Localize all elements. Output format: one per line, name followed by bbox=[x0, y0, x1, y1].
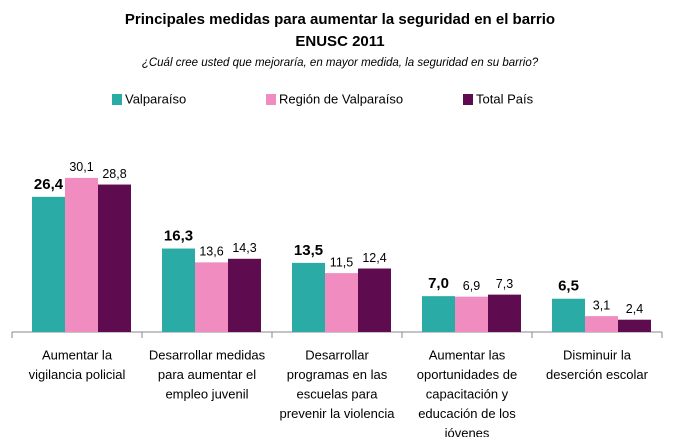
bar bbox=[358, 268, 391, 332]
bar bbox=[32, 196, 65, 332]
legend-swatch bbox=[266, 94, 276, 105]
chart-subtitle: ¿Cuál cree usted que mejoraría, en mayor… bbox=[142, 57, 539, 69]
legend-swatch bbox=[112, 94, 122, 105]
value-label: 14,3 bbox=[232, 241, 256, 255]
legend-label: Región de Valparaíso bbox=[279, 91, 403, 106]
value-label: 13,5 bbox=[294, 242, 323, 259]
bar bbox=[228, 258, 261, 332]
chart-title: Principales medidas para aumentar la seg… bbox=[125, 11, 555, 28]
bar bbox=[98, 184, 131, 332]
legend-swatch bbox=[463, 94, 473, 105]
value-label: 16,3 bbox=[164, 228, 193, 245]
legend-label: Valparaíso bbox=[125, 91, 186, 106]
bar bbox=[422, 296, 455, 332]
x-tick-label: empleo juvenil bbox=[165, 386, 248, 401]
bar bbox=[325, 273, 358, 332]
x-tick-label: prevenir la violencia bbox=[280, 406, 396, 421]
x-tick-label: Disminuir la bbox=[563, 347, 632, 362]
value-label: 7,3 bbox=[496, 277, 513, 291]
value-label: 7,0 bbox=[428, 275, 449, 292]
x-tick-label: deserción escolar bbox=[546, 367, 649, 382]
legend-label: Total País bbox=[476, 91, 534, 106]
value-label: 3,1 bbox=[593, 298, 610, 312]
x-tick-label: capacitación y bbox=[426, 386, 509, 401]
x-tick-label: escuelas para bbox=[297, 386, 379, 401]
bar bbox=[618, 319, 651, 332]
value-label: 30,1 bbox=[69, 160, 93, 174]
bar bbox=[488, 294, 521, 332]
value-label: 6,9 bbox=[463, 279, 480, 293]
x-tick-label: vigilancia policial bbox=[29, 367, 126, 382]
value-label: 13,6 bbox=[199, 245, 223, 259]
value-label: 2,4 bbox=[626, 302, 643, 316]
x-tick-label: oportunidades de bbox=[417, 367, 517, 382]
value-label: 26,4 bbox=[34, 176, 64, 193]
bar bbox=[585, 316, 618, 332]
bar bbox=[65, 177, 98, 332]
x-tick-label: jóvenes bbox=[444, 425, 490, 437]
bar bbox=[552, 298, 585, 332]
bar bbox=[162, 248, 195, 332]
bar bbox=[455, 296, 488, 332]
x-tick-label: Aumentar las bbox=[429, 347, 506, 362]
chart-title: ENUSC 2011 bbox=[295, 33, 384, 50]
x-tick-label: programas en las bbox=[287, 367, 388, 382]
value-label: 11,5 bbox=[330, 255, 353, 269]
x-tick-label: educación de los bbox=[418, 406, 516, 421]
value-label: 28,8 bbox=[102, 167, 126, 181]
x-tick-label: Aumentar la bbox=[42, 347, 113, 362]
value-label: 6,5 bbox=[558, 278, 579, 295]
value-label: 12,4 bbox=[362, 251, 386, 265]
bar bbox=[292, 262, 325, 332]
x-tick-label: Desarrollar medidas bbox=[149, 347, 266, 362]
x-tick-label: para aumentar el bbox=[158, 367, 256, 382]
x-tick-label: Desarrollar bbox=[305, 347, 369, 362]
bar bbox=[195, 262, 228, 332]
